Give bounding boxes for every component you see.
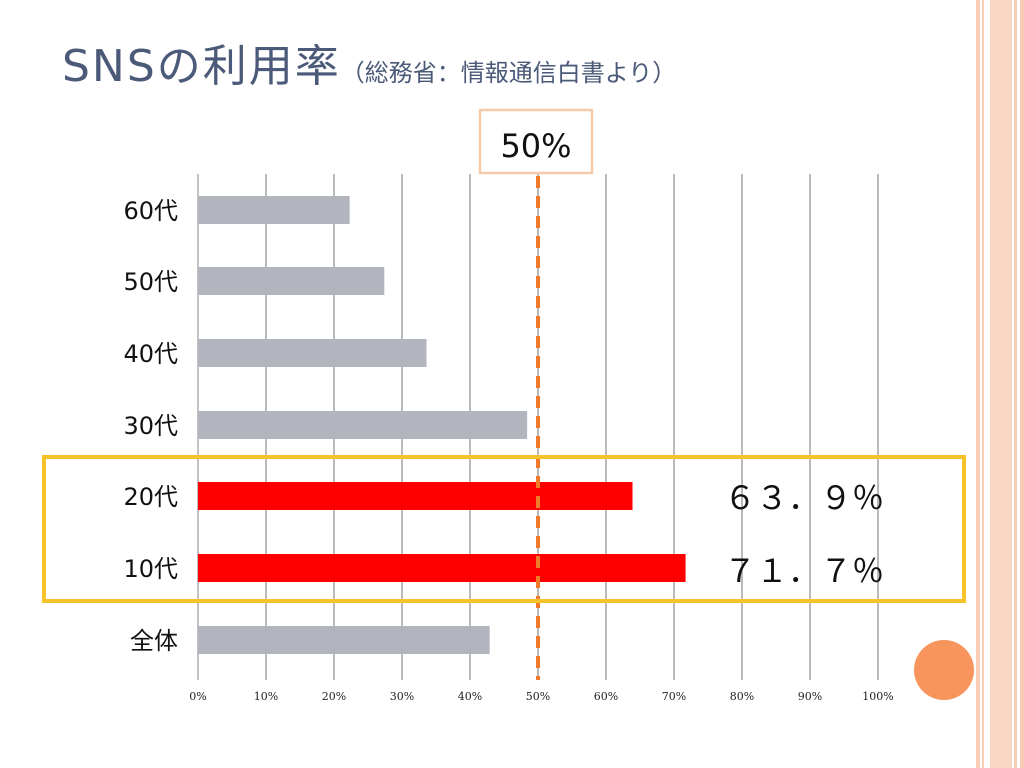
- category-label: 全体: [130, 627, 178, 655]
- bar: [198, 196, 350, 224]
- reference-label-box: [478, 108, 594, 175]
- decorative-stripe: [982, 0, 984, 768]
- x-tick-label: 30%: [390, 690, 414, 703]
- bar: [198, 267, 385, 295]
- category-label: 20代: [123, 483, 178, 511]
- title-source: （総務省：情報通信白書より）: [340, 59, 677, 87]
- callout-value: ６３．９％: [724, 479, 884, 517]
- accent-circle: [914, 640, 974, 700]
- x-tick-label: 100%: [862, 690, 893, 703]
- bar: [198, 626, 490, 654]
- callout-value: ７１．７％: [724, 552, 884, 590]
- category-label: 30代: [123, 412, 178, 440]
- category-label: 50代: [123, 268, 178, 296]
- category-label: 10代: [123, 555, 178, 583]
- x-tick-label: 50%: [526, 690, 550, 703]
- reference-label: 50%: [500, 127, 571, 165]
- highlight-box: [42, 455, 966, 603]
- slide-title: SNSの利用率（総務省：情報通信白書より）: [62, 30, 676, 94]
- category-label: 60代: [123, 197, 178, 225]
- category-label: 40代: [123, 340, 178, 368]
- x-tick-label: 70%: [662, 690, 686, 703]
- x-tick-label: 80%: [730, 690, 754, 703]
- bar: [198, 482, 633, 510]
- x-tick-label: 60%: [594, 690, 618, 703]
- bar: [198, 554, 686, 582]
- x-tick-label: 40%: [458, 690, 482, 703]
- x-tick-label: 90%: [798, 690, 822, 703]
- bar: [198, 411, 528, 439]
- decorative-stripe: [990, 0, 1012, 768]
- title-main: SNSの利用率: [62, 41, 341, 92]
- x-tick-label: 0%: [189, 690, 206, 703]
- decorative-stripe: [1020, 0, 1024, 768]
- bar: [198, 339, 427, 367]
- decorative-stripe: [1014, 0, 1017, 768]
- x-tick-label: 20%: [322, 690, 346, 703]
- x-tick-label: 10%: [254, 690, 278, 703]
- decorative-stripe: [976, 0, 980, 768]
